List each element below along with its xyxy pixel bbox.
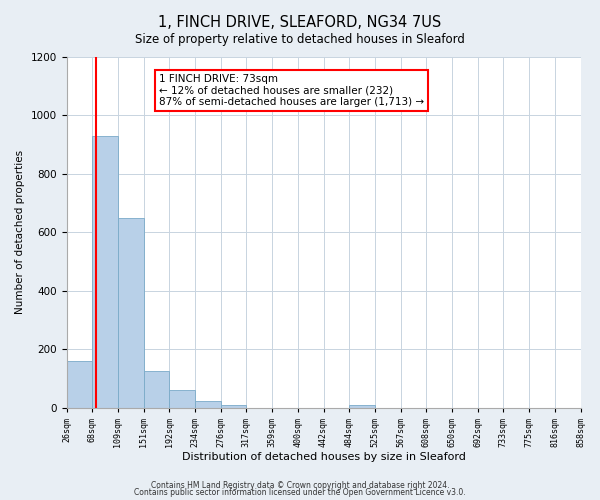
- Y-axis label: Number of detached properties: Number of detached properties: [15, 150, 25, 314]
- Text: 1, FINCH DRIVE, SLEAFORD, NG34 7US: 1, FINCH DRIVE, SLEAFORD, NG34 7US: [158, 15, 442, 30]
- Bar: [92, 136, 118, 408]
- Text: Contains public sector information licensed under the Open Government Licence v3: Contains public sector information licen…: [134, 488, 466, 497]
- Bar: [144, 372, 169, 408]
- Text: 1 FINCH DRIVE: 73sqm
← 12% of detached houses are smaller (232)
87% of semi-deta: 1 FINCH DRIVE: 73sqm ← 12% of detached h…: [159, 74, 424, 108]
- Bar: [118, 218, 144, 408]
- Bar: [349, 405, 375, 408]
- Bar: [195, 400, 221, 408]
- Text: Contains HM Land Registry data © Crown copyright and database right 2024.: Contains HM Land Registry data © Crown c…: [151, 480, 449, 490]
- Bar: [221, 405, 246, 408]
- Bar: [67, 361, 92, 408]
- Bar: [169, 390, 195, 408]
- Text: Size of property relative to detached houses in Sleaford: Size of property relative to detached ho…: [135, 32, 465, 46]
- X-axis label: Distribution of detached houses by size in Sleaford: Distribution of detached houses by size …: [182, 452, 466, 462]
